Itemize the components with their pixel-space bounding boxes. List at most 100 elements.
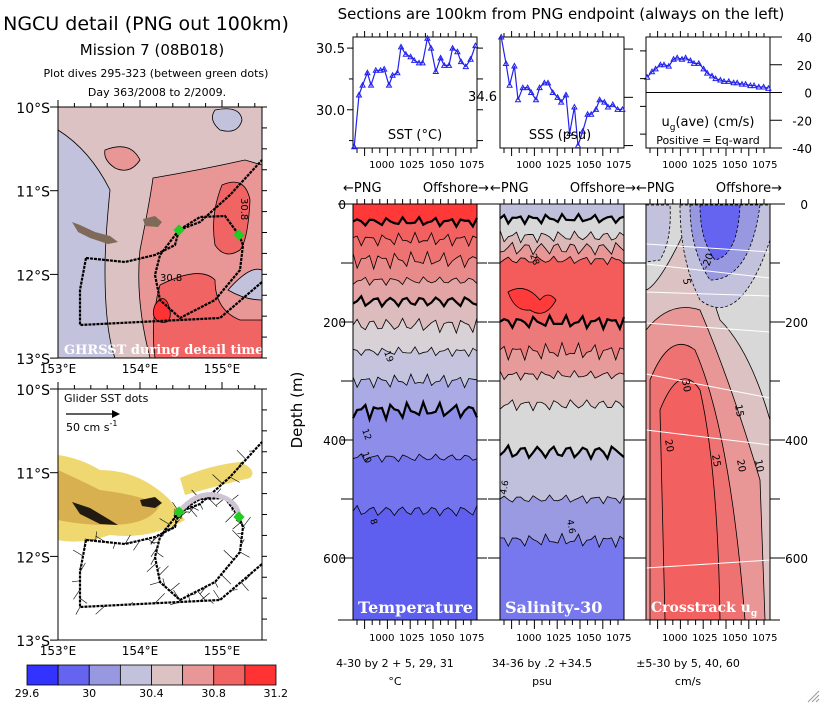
figure-title: NGCU detail (PNG out 100km) — [3, 13, 289, 35]
contour-band — [353, 232, 477, 270]
density-isoline — [645, 263, 771, 279]
contour-line — [352, 453, 478, 463]
contour-label: 25 — [709, 454, 722, 468]
data-point — [687, 57, 694, 64]
data-point — [549, 88, 557, 95]
section-title: Crosstrack ug — [651, 600, 758, 619]
lon-label: 153°E — [40, 644, 77, 658]
data-point — [511, 62, 518, 69]
shallow-region — [180, 462, 253, 495]
data-point — [532, 96, 540, 103]
velocity-arrow — [150, 581, 161, 586]
contour-label: 8 — [367, 518, 378, 527]
glider-sst-map: Glider SST dots 50 cm s-1 — [57, 388, 263, 641]
velocity-arrow — [245, 572, 252, 581]
depth-tick-label: 0 — [338, 198, 346, 212]
contour-levels: ±5-30 by 5, 40, 60 — [636, 657, 740, 670]
data-point — [415, 59, 423, 66]
velocity-arrow — [173, 508, 176, 519]
contour-line — [352, 504, 478, 517]
density-isoline — [645, 243, 771, 253]
x-tick-label: 1050 — [722, 160, 747, 171]
salinity-maximum — [507, 288, 557, 314]
section-title: Temperature — [358, 598, 473, 617]
contour-line — [499, 230, 625, 244]
contour-label: 10 — [752, 459, 765, 473]
data-point — [544, 79, 552, 86]
data-point — [367, 81, 375, 88]
x-tick-label: 1000 — [662, 160, 687, 171]
data-point — [708, 72, 716, 79]
velocity-arrow — [169, 582, 180, 592]
velocity-arrow — [79, 598, 88, 604]
data-point — [389, 71, 396, 78]
units-label: cm/s — [675, 675, 701, 688]
velocity-arrow — [230, 588, 238, 592]
data-point — [364, 69, 371, 76]
contour-line — [499, 399, 625, 412]
contour-line — [352, 215, 478, 229]
green-dot-marker — [173, 224, 185, 236]
colorbar-label: 31.2 — [264, 687, 289, 700]
data-point — [665, 62, 673, 69]
units-label: psu — [532, 675, 552, 688]
velocity-arrow — [156, 551, 164, 558]
lat-label: 13°S — [16, 352, 50, 368]
x-tick-label: 1025 — [692, 633, 717, 644]
colorbar-label: 30 — [82, 687, 96, 700]
contour-label: 15 — [732, 404, 745, 418]
data-point — [350, 143, 358, 150]
contour-band — [353, 374, 477, 420]
island — [72, 222, 118, 244]
data-point — [695, 59, 703, 66]
velocity-arrow — [240, 539, 245, 546]
density-isoline — [645, 559, 771, 569]
map-caption: GHRSST during detail time — [64, 343, 263, 358]
lon-label: 153°E — [40, 362, 77, 376]
warm-region — [104, 146, 141, 171]
depth-tick-label: 200 — [785, 316, 808, 330]
contour-line — [499, 212, 625, 226]
offshore-direction-label: Offshore→ — [570, 181, 636, 196]
contour-band — [500, 242, 624, 265]
data-point — [541, 79, 548, 86]
contour-band — [500, 495, 624, 548]
data-point — [355, 91, 363, 98]
contour-label: 20 — [662, 439, 675, 453]
x-tick-label: 1050 — [722, 633, 747, 644]
velocity-arrow — [188, 505, 195, 514]
lat-label: 12°S — [16, 268, 50, 284]
velocity-arrow — [79, 562, 86, 573]
png-direction-label: ←PNG — [636, 181, 675, 196]
contour-label: 10 — [359, 451, 372, 465]
units-label: °C — [388, 675, 402, 688]
lat-label: 10°S — [16, 383, 50, 399]
island — [140, 497, 162, 508]
velocity-arrow — [150, 556, 156, 565]
data-point — [690, 59, 698, 66]
contour-line — [352, 373, 478, 389]
ghrsst-map: 30.8 30.8 GHRSST during detail time — [57, 106, 263, 359]
depth-tick-label: 0 — [800, 198, 808, 212]
plot-note: Positive = Eq-ward — [656, 134, 760, 147]
data-point — [445, 61, 453, 68]
data-point — [385, 81, 393, 88]
velocity-arrow — [221, 574, 232, 585]
contour-band — [500, 214, 624, 243]
contour-label: 12 — [359, 428, 372, 442]
data-point — [524, 84, 531, 91]
offshore-direction-label: Offshore→ — [716, 181, 782, 196]
data-point — [720, 77, 728, 84]
glider-track — [71, 441, 263, 615]
x-tick-label: 1075 — [606, 160, 631, 171]
png-direction-label: ←PNG — [343, 181, 382, 196]
data-point — [410, 56, 418, 63]
resize-grip-icon[interactable] — [807, 690, 820, 703]
lat-label: 12°S — [16, 550, 50, 566]
data-point — [497, 33, 505, 40]
velocity-arrow — [239, 519, 246, 529]
data-point — [566, 129, 573, 137]
colorbar-label: 30.4 — [139, 687, 164, 700]
velocity-arrow — [170, 601, 181, 606]
